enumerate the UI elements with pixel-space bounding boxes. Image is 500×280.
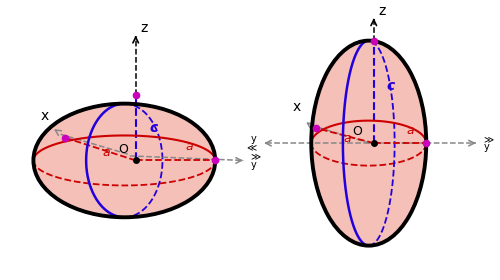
Ellipse shape	[311, 41, 426, 246]
Text: x: x	[41, 109, 50, 123]
Text: ≫
y: ≫ y	[484, 134, 494, 152]
Text: y
≪: y ≪	[246, 134, 256, 152]
Text: z: z	[379, 4, 386, 18]
Text: a: a	[186, 140, 193, 153]
Text: O: O	[352, 125, 362, 138]
Text: a: a	[406, 124, 414, 137]
Text: c: c	[386, 79, 394, 93]
Ellipse shape	[34, 104, 215, 217]
Text: a: a	[344, 132, 351, 145]
Text: x: x	[293, 100, 301, 114]
Text: z: z	[140, 22, 147, 36]
Text: a: a	[102, 146, 110, 159]
Text: O: O	[118, 143, 128, 156]
Text: c: c	[150, 120, 158, 134]
Text: ≫
y: ≫ y	[250, 151, 260, 170]
